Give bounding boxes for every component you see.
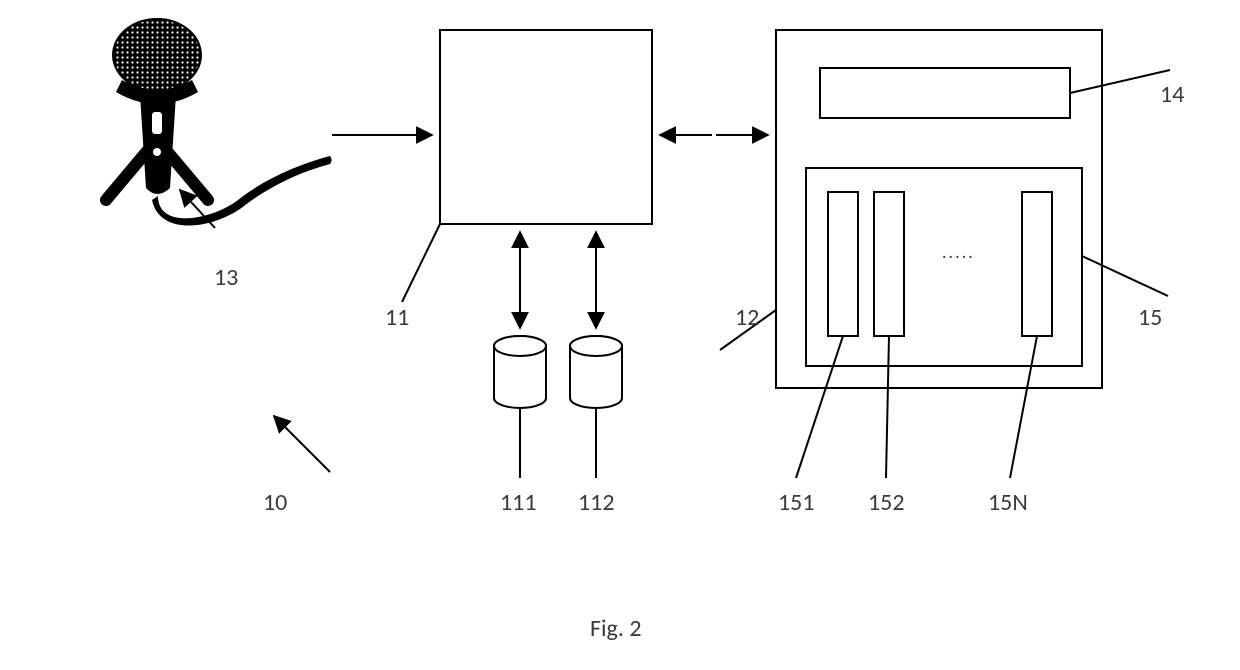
label-112: 112 [578,488,615,517]
label-15n: 15N [988,488,1028,517]
db-112: 112 [570,232,622,517]
label-111: 111 [500,488,537,517]
diagram-canvas: 13 10 11 111 112 12 14 15 [0,0,1240,670]
label-13: 13 [214,263,238,292]
label-11: 11 [385,303,409,332]
slot-15n [1022,192,1052,336]
figure-caption: Fig. 2 [590,614,641,643]
label-14: 14 [1160,80,1184,109]
label-15: 15 [1138,303,1162,332]
block-11 [440,30,652,224]
label-152: 152 [868,488,905,517]
leader-11 [402,224,440,302]
label-12: 12 [735,303,759,332]
slots-ellipsis: ..... [942,241,975,263]
slot-152 [874,192,904,336]
slot-151 [828,192,858,336]
label-151: 151 [778,488,815,517]
label-10: 10 [263,488,287,517]
microphone-icon [106,19,332,226]
block-14 [820,68,1070,118]
db-111: 111 [494,232,546,517]
ref-10: 10 [263,416,330,517]
